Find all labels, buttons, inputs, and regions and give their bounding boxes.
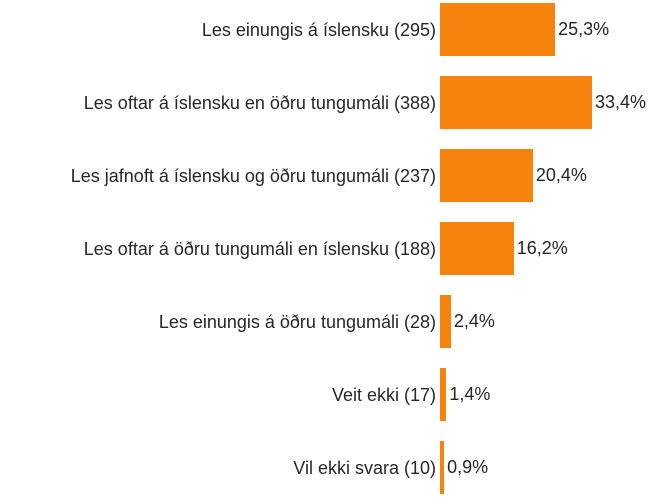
bar (440, 3, 556, 56)
value-label: 16,2% (516, 238, 568, 258)
value-label: 25,3% (558, 19, 610, 39)
value-label: 33,4% (594, 92, 647, 112)
category-label: Vil ekki svara (10) (293, 457, 436, 478)
bar (440, 441, 445, 494)
bar (440, 149, 533, 202)
bar (440, 76, 592, 129)
bar-row: Veit ekki (17) 1,4% (0, 358, 664, 431)
bar-row: Les oftar á íslensku en öðru tungumáli (… (0, 66, 664, 139)
bar-row: Les einungis á íslensku (295) 25,3% (0, 0, 664, 66)
value-label: 2,4% (453, 311, 495, 331)
bar (440, 368, 447, 421)
value-label: 1,4% (449, 384, 491, 404)
category-label: Les oftar á íslensku en öðru tungumáli (… (83, 92, 436, 113)
bar-row: Les oftar á öðru tungumáli en íslensku (… (0, 212, 664, 285)
value-label: 20,4% (535, 165, 587, 185)
bar-row: Les jafnoft á íslensku og öðru tungumáli… (0, 139, 664, 212)
category-label: Les jafnoft á íslensku og öðru tungumáli… (70, 165, 436, 186)
bar (440, 295, 451, 348)
category-label: Veit ekki (17) (331, 384, 436, 405)
category-label: Les oftar á öðru tungumáli en íslensku (… (83, 238, 436, 259)
category-label: Les einungis á íslensku (295) (201, 19, 436, 40)
bar (440, 222, 514, 275)
category-label: Les einungis á öðru tungumáli (28) (158, 311, 436, 332)
bar-row: Vil ekki svara (10) 0,9% (0, 431, 664, 504)
value-label: 0,9% (447, 457, 489, 477)
bar-row: Les einungis á öðru tungumáli (28) 2,4% (0, 285, 664, 358)
